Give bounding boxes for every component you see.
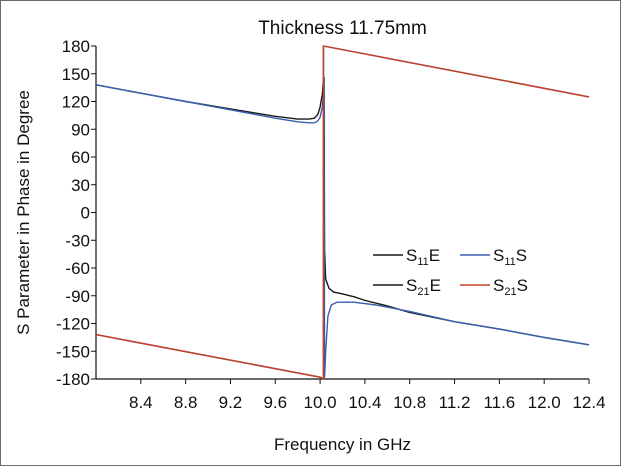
legend-item-s21e: S21E: [373, 276, 441, 298]
x-tick-label: 10.4: [348, 393, 381, 412]
x-tick-label: 10.0: [304, 393, 337, 412]
legend: S11E S11S S21E S21S: [373, 246, 528, 298]
y-tick-label: -120: [56, 315, 90, 334]
series-line-s11e: [95, 76, 590, 346]
legend-item-s21s: S21S: [460, 276, 528, 298]
series-line-s21e: [95, 45, 590, 380]
legend-label: S11E: [406, 246, 440, 268]
axes: [91, 45, 590, 384]
series-layer: [95, 45, 590, 380]
y-axis-label: S Parameter in Phase in Degree: [14, 90, 33, 335]
y-tick-label: 180: [62, 37, 90, 56]
legend-item-s11e: S11E: [373, 246, 440, 268]
y-tick-label: 30: [71, 176, 90, 195]
y-tick-label: 90: [71, 120, 90, 139]
y-tick-label: 150: [62, 65, 90, 84]
x-tick-label: 9.6: [263, 393, 287, 412]
x-tick-label: 9.2: [219, 393, 243, 412]
x-tick-label: 12.0: [528, 393, 561, 412]
x-tick-label: 12.4: [572, 393, 605, 412]
y-tick-label: 60: [71, 148, 90, 167]
tick-labels: 180 150 120 90 60 30 0 -30 -60 -90 -120 -150 -180 8.4…: [56, 37, 606, 412]
x-tick-label: 11.6: [483, 393, 515, 412]
legend-label: S21S: [493, 276, 528, 298]
series-line-s11s: [95, 84, 590, 378]
x-tick-label: 8.8: [174, 393, 198, 412]
y-tick-label: 120: [62, 93, 90, 112]
series-line-s21s: [95, 45, 590, 380]
legend-label: S21E: [406, 276, 441, 298]
legend-item-s11s: S11S: [460, 246, 527, 268]
y-tick-label: -60: [65, 259, 90, 278]
y-tick-label: -150: [56, 342, 90, 361]
x-tick-label: 8.4: [129, 393, 153, 412]
x-axis-label: Frequency in GHz: [274, 435, 411, 454]
y-tick-label: -90: [65, 287, 90, 306]
x-tick-label: 11.2: [439, 393, 471, 412]
chart-title: Thickness 11.75mm: [258, 18, 427, 39]
x-tick-label: 10.8: [393, 393, 426, 412]
legend-label: S11S: [493, 246, 527, 268]
y-tick-label: -30: [65, 231, 90, 250]
y-tick-label: -180: [56, 370, 90, 389]
y-tick-label: 0: [81, 204, 90, 223]
